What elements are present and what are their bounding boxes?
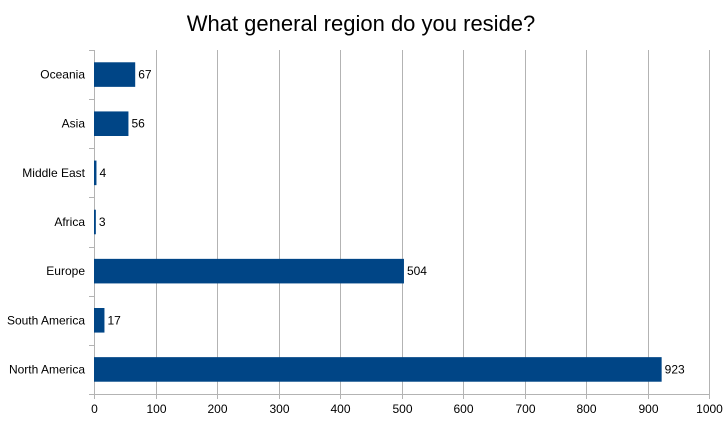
category-labels: Oceania Asia Middle East Africa Europe South … [7, 68, 86, 377]
bars [94, 62, 662, 382]
data-label-asia: 56 [131, 117, 145, 131]
data-label-north-america: 923 [665, 362, 685, 376]
data-labels: 67 56 4 3 504 17 923 [99, 68, 685, 377]
bar-north-america [94, 357, 662, 382]
x-tick-label-900: 900 [638, 402, 658, 416]
category-label-south-america: South America [7, 313, 85, 327]
bar-oceania [94, 62, 136, 87]
x-tick-label-100: 100 [146, 402, 166, 416]
data-label-europe: 504 [407, 264, 427, 278]
x-tick-label-0: 0 [91, 402, 98, 416]
category-label-africa: Africa [54, 215, 85, 229]
category-label-europe: Europe [46, 264, 85, 278]
x-tick-label-800: 800 [576, 402, 596, 416]
category-label-north-america: North America [9, 362, 85, 376]
x-tick-label-300: 300 [269, 402, 289, 416]
x-tick-label-1000: 1000 [696, 402, 723, 416]
category-label-oceania: Oceania [40, 68, 85, 82]
bar-asia [94, 111, 129, 136]
bar-europe [94, 258, 404, 284]
category-label-middle-east: Middle East [22, 166, 85, 180]
data-label-oceania: 67 [138, 68, 152, 82]
data-label-middle-east: 4 [99, 166, 106, 180]
x-tick-label-600: 600 [453, 402, 473, 416]
x-tick-label-500: 500 [392, 402, 412, 416]
bar-middle-east [94, 160, 97, 186]
category-label-asia: Asia [62, 117, 86, 131]
x-tick-label-200: 200 [207, 402, 227, 416]
data-label-south-america: 17 [107, 313, 121, 327]
x-axis-ticks: 0 100 200 300 400 500 600 700 800 900 1000 [91, 402, 723, 416]
x-tick-label-700: 700 [515, 402, 535, 416]
data-label-africa: 3 [99, 215, 106, 229]
gridlines [89, 50, 710, 399]
bar-south-america [94, 308, 105, 333]
x-tick-label-400: 400 [330, 402, 350, 416]
bar-africa [94, 209, 96, 235]
chart-title: What general region do you reside? [187, 11, 536, 36]
